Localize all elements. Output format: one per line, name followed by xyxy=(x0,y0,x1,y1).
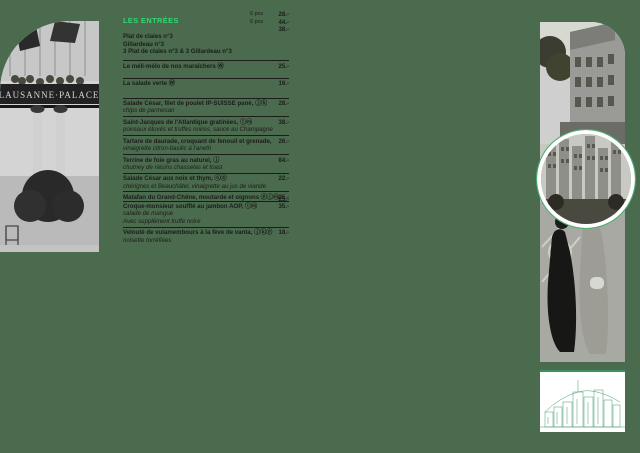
svg-text:LAUSANNE·PALACE: LAUSANNE·PALACE xyxy=(0,90,99,100)
